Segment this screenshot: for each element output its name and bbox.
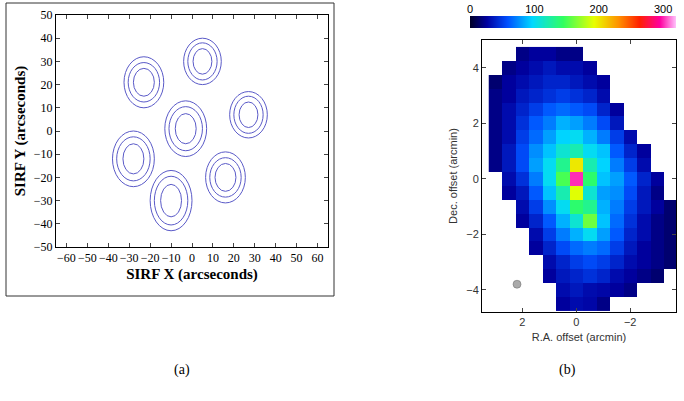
svg-text:0: 0 [47, 124, 53, 138]
svg-text:−50: −50 [78, 251, 97, 265]
svg-text:10: 10 [41, 101, 53, 115]
svg-text:40: 40 [41, 31, 53, 45]
svg-text:2: 2 [519, 316, 525, 328]
svg-text:50: 50 [41, 8, 53, 22]
svg-text:−10: −10 [34, 147, 53, 161]
svg-text:0: 0 [189, 251, 195, 265]
svg-text:−10: −10 [162, 251, 181, 265]
svg-text:2: 2 [473, 117, 479, 129]
svg-text:30: 30 [41, 55, 53, 69]
svg-text:4: 4 [473, 62, 479, 74]
svg-text:−40: −40 [34, 217, 53, 231]
svg-text:−4: −4 [466, 284, 479, 296]
svg-text:−60: −60 [57, 251, 76, 265]
svg-text:50: 50 [291, 251, 303, 265]
svg-text:R.A. offset (arcmin): R.A. offset (arcmin) [532, 331, 627, 343]
svg-text:(a): (a) [174, 362, 190, 378]
svg-text:100: 100 [525, 3, 543, 15]
svg-text:0: 0 [467, 3, 473, 15]
svg-text:−20: −20 [34, 171, 53, 185]
svg-text:−50: −50 [34, 240, 53, 254]
svg-text:30: 30 [249, 251, 261, 265]
svg-text:SIRF X (arcseconds): SIRF X (arcseconds) [126, 266, 258, 283]
svg-text:−20: −20 [141, 251, 160, 265]
svg-text:−2: −2 [466, 228, 479, 240]
svg-text:−30: −30 [120, 251, 139, 265]
svg-text:−30: −30 [34, 194, 53, 208]
svg-text:Dec. offset (arcmin): Dec. offset (arcmin) [447, 128, 459, 224]
svg-text:20: 20 [228, 251, 240, 265]
svg-text:0: 0 [473, 173, 479, 185]
svg-text:−2: −2 [624, 316, 637, 328]
svg-text:10: 10 [207, 251, 219, 265]
svg-text:−40: −40 [99, 251, 118, 265]
svg-text:20: 20 [41, 78, 53, 92]
svg-text:(b): (b) [559, 362, 576, 378]
svg-text:300: 300 [654, 3, 672, 15]
svg-text:SIRF Y (arcseconds): SIRF Y (arcseconds) [12, 66, 29, 197]
svg-text:0: 0 [573, 316, 579, 328]
svg-text:40: 40 [270, 251, 282, 265]
svg-text:60: 60 [312, 251, 324, 265]
svg-text:200: 200 [590, 3, 608, 15]
